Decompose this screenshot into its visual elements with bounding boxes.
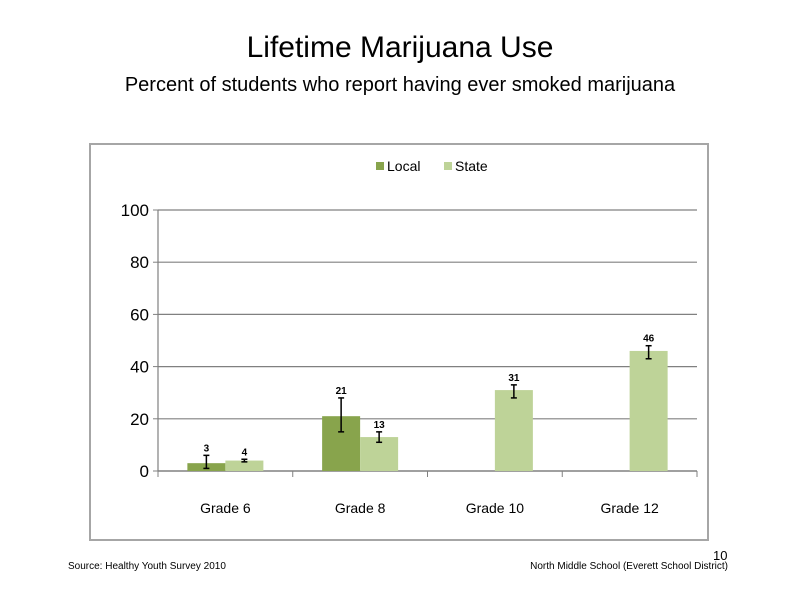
- data-labels: 3 21 4 13 31 46: [204, 334, 655, 459]
- error-bars: [203, 344, 652, 470]
- y-tick-label: 0: [140, 462, 149, 481]
- data-label: 13: [374, 420, 386, 431]
- x-tick-label: Grade 12: [600, 500, 659, 516]
- data-label: 21: [336, 386, 348, 397]
- legend-swatch-state: [444, 162, 452, 170]
- bar-state: [225, 460, 264, 471]
- y-tick-label: 100: [121, 201, 149, 220]
- y-tick-label: 80: [130, 253, 149, 272]
- y-axis-ticks: 0 20 40 60 80 100: [121, 201, 149, 481]
- slide-subtitle: Percent of students who report having ev…: [124, 74, 676, 96]
- x-axis: Grade 6 Grade 8 Grade 10 Grade 12: [157, 471, 698, 516]
- bars: [187, 350, 668, 471]
- data-label: 31: [508, 373, 520, 384]
- chart-frame: [89, 143, 709, 541]
- data-label: 3: [204, 443, 210, 454]
- bar-state: [494, 390, 533, 471]
- data-label: 46: [643, 334, 655, 345]
- page-number: 10: [713, 548, 728, 563]
- legend: Local State: [376, 158, 488, 174]
- x-tick-label: Grade 10: [466, 500, 525, 516]
- bar-state: [629, 350, 668, 471]
- legend-swatch-local: [376, 162, 384, 170]
- legend-label-state: State: [455, 158, 488, 174]
- source-note: Source: Healthy Youth Survey 2010: [68, 561, 226, 572]
- data-label: 4: [242, 447, 248, 458]
- school-name: North Middle School (Everett School Dist…: [530, 561, 728, 572]
- x-tick-label: Grade 8: [335, 500, 386, 516]
- legend-label-local: Local: [387, 158, 420, 174]
- slide-title: Lifetime Marijuana Use: [246, 31, 554, 64]
- y-tick-label: 20: [130, 410, 149, 429]
- y-tick-label: 60: [130, 305, 149, 324]
- x-tick-label: Grade 6: [200, 500, 251, 516]
- gridlines: [153, 209, 697, 472]
- y-tick-label: 40: [130, 358, 149, 377]
